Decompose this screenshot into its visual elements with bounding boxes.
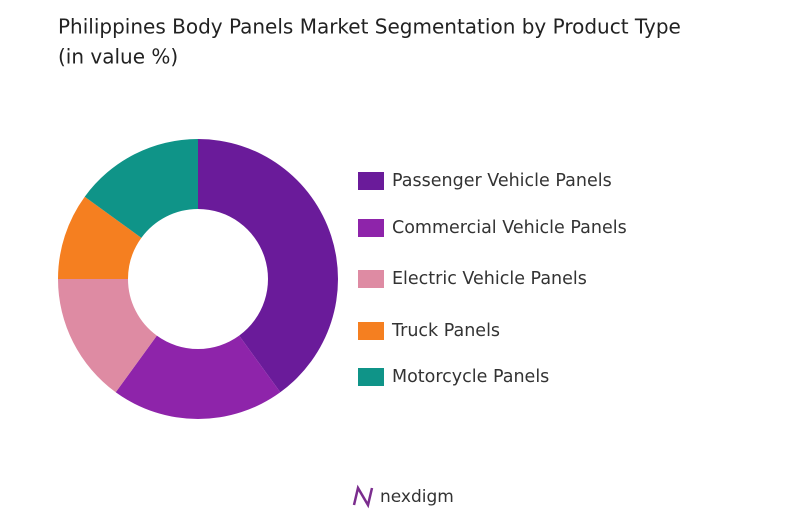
chart-subtitle: (in value %) [58, 45, 178, 69]
legend-label: Truck Panels [391, 321, 500, 341]
legend-label: Commercial Vehicle Panels [392, 218, 627, 238]
logo-icon [352, 484, 374, 509]
brand-name: nexdigm [380, 487, 454, 507]
donut-slice [84, 139, 198, 238]
legend-label: Passenger Vehicle Panels [392, 171, 612, 191]
legend-label: Electric Vehicle Panels [392, 269, 587, 289]
donut-slice [115, 335, 281, 420]
legend-swatch [358, 270, 384, 288]
donut-slice [58, 279, 157, 393]
chart-title: Philippines Body Panels Market Segmentat… [58, 15, 681, 39]
legend-swatch [358, 172, 384, 190]
legend-swatch [358, 368, 384, 386]
legend-swatch [358, 322, 384, 340]
brand-logo: nexdigm [352, 484, 454, 509]
legend-swatch [358, 219, 384, 237]
donut-slice [198, 139, 339, 393]
donut-slice [58, 196, 142, 279]
legend-label: Motorcycle Panels [392, 367, 549, 387]
